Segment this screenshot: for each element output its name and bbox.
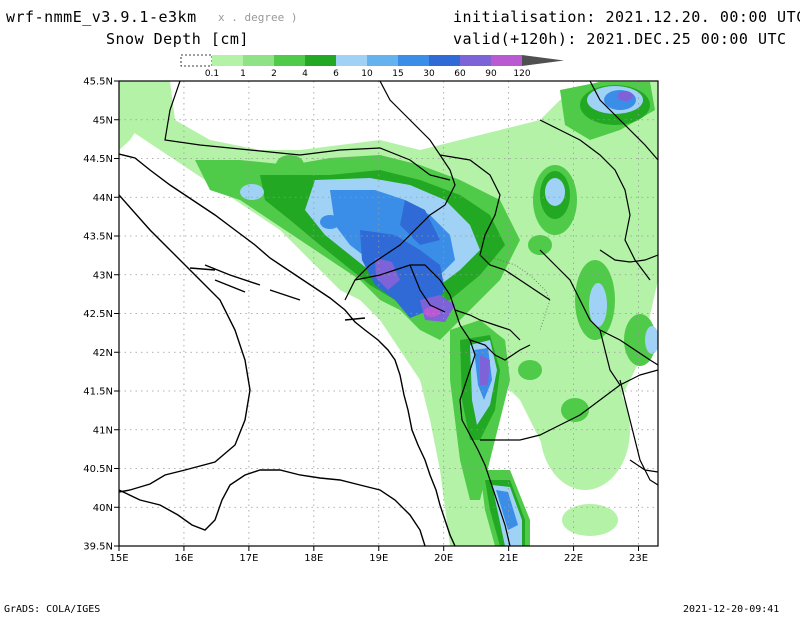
legend-swatch [305,55,336,66]
legend-overflow-arrow [522,55,564,66]
variable-title: Snow Depth [cm] [106,30,249,48]
latitude-label: 42N [93,348,113,359]
longitude-label: 19E [369,553,388,564]
latitude-label: 41.5N [83,387,113,398]
legend-level-label: 15 [392,69,403,79]
latitude-label: 39.5N [83,542,113,553]
footer-credit: GrADS: COLA/IGES [4,604,101,615]
legend-swatch [274,55,305,66]
legend-level-label: 30 [423,69,435,79]
legend-level-label: 2 [271,69,277,79]
longitude-label: 16E [174,553,193,564]
latitude-label: 40.5N [83,464,113,475]
longitude-labels: 15E 16E 17E 18E 19E 20E 21E 22E 23E [109,553,648,564]
legend-swatch [336,55,367,66]
footer-timestamp: 2021-12-20-09:41 [683,604,780,615]
latitude-label: 43.5N [83,232,113,243]
color-legend: 0.1 1 2 4 6 10 15 30 60 90 120 [180,54,564,79]
longitude-label: 22E [564,553,583,564]
longitude-label: 17E [239,553,258,564]
init-time: initialisation: 2021.12.20. 00:00 UTC [453,8,800,26]
latitude-label: 40N [93,503,113,514]
latitude-label: 41N [93,425,113,436]
longitude-label: 18E [304,553,323,564]
legend-level-label: 6 [333,69,339,79]
longitude-label: 15E [109,553,128,564]
latitude-label: 43N [93,270,113,281]
longitude-label: 20E [434,553,453,564]
longitude-label: 21E [499,553,518,564]
legend-level-label: 10 [361,69,373,79]
latitude-label: 44.5N [83,154,113,165]
latitude-label: 45.5N [83,77,113,88]
legend-level-label: 0.1 [205,69,219,79]
lat-lon-grid [119,81,658,546]
latitude-label: 44N [93,193,113,204]
legend-level-label: 120 [513,69,530,79]
legend-level-label: 1 [240,69,246,79]
legend-swatch [491,55,522,66]
legend-swatch [460,55,491,66]
legend-swatch [243,55,274,66]
longitude-label: 23E [629,553,648,564]
country-borders [164,81,658,546]
coastline [119,153,456,546]
latitude-label: 45N [93,115,113,126]
legend-swatch [367,55,398,66]
snow-field-90cm [424,307,440,317]
legend-swatch [212,55,243,66]
model-title: wrf-nmmE_v3.9.1-e3km [6,8,197,26]
units-note: x . degree ) [218,11,298,24]
legend-level-label: 60 [454,69,466,79]
latitude-labels: 45.5N 45N 44.5N 44N 43.5N 43N 42.5N 42N 41.5N 41N… [83,77,113,553]
legend-swatch [398,55,429,66]
legend-swatch [429,55,460,66]
latitude-label: 42.5N [83,309,113,320]
legend-level-label: 4 [302,69,308,79]
valid-time: valid(+120h): 2021.DEC.25 00:00 UTC [453,30,787,48]
legend-level-label: 90 [485,69,497,79]
